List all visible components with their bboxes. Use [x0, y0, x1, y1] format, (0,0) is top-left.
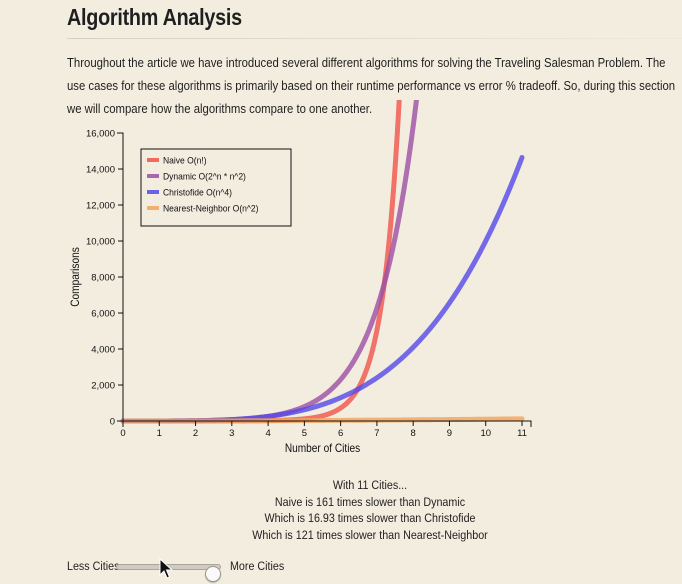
x-tick-label: 0	[120, 428, 125, 439]
y-tick-label: 8,000	[91, 273, 115, 284]
x-tick-label: 5	[302, 428, 307, 439]
x-tick-label: 8	[411, 428, 416, 439]
legend-swatch-0	[147, 158, 159, 162]
page-title: Algorithm Analysis	[67, 4, 242, 30]
legend-swatch-2	[147, 190, 159, 194]
x-tick-label: 10	[480, 428, 491, 439]
x-tick-label: 4	[265, 428, 270, 439]
x-tick-label: 1	[157, 428, 162, 439]
x-tick-label: 6	[338, 428, 343, 439]
y-tick-label: 4,000	[91, 345, 115, 356]
y-tick-label: 10,000	[86, 237, 115, 248]
x-tick-label: 11	[517, 428, 527, 439]
title-divider	[67, 38, 682, 39]
y-axis-title: Comparisons	[69, 247, 82, 307]
y-tick-label: 16,000	[86, 129, 115, 140]
mouse-pointer-icon	[159, 558, 173, 579]
summary-line-christofide: Which is 121 times slower than Nearest-N…	[252, 527, 488, 542]
cities-slider-row: Less Cities More Cities	[67, 557, 367, 582]
y-tick-label: 14,000	[86, 165, 115, 176]
more-cities-label: More Cities	[230, 559, 285, 573]
intro-paragraph: Throughout the article we have introduce…	[67, 55, 676, 116]
summary-line-dynamic: Which is 16.93 times slower than Christo…	[264, 511, 476, 525]
comparison-summary: With 11 Cities... Naive is 161 times slo…	[200, 477, 540, 543]
legend-label-3: Nearest-Neighbor O(n^2)	[163, 203, 258, 214]
legend-label-2: Christofide O(n^4)	[163, 187, 232, 198]
y-tick-label: 6,000	[91, 309, 115, 320]
legend-swatch-1	[147, 174, 159, 178]
x-tick-label: 9	[447, 428, 452, 439]
x-tick-label: 2	[193, 428, 198, 439]
legend-box	[140, 148, 292, 227]
y-tick-label: 0	[110, 417, 115, 428]
y-tick-label: 12,000	[86, 201, 115, 212]
summary-line-cities: With 11 Cities...	[332, 478, 408, 492]
legend-label-0: Naive O(n!)	[163, 155, 207, 166]
summary-line-naive: Naive is 161 times slower than Dynamic	[274, 494, 466, 509]
legend-swatch-3	[147, 206, 159, 210]
x-tick-label: 7	[374, 428, 379, 439]
x-tick-label: 3	[229, 428, 234, 439]
less-cities-label: Less Cities	[67, 559, 120, 573]
legend-label-1: Dynamic O(2^n * n^2)	[163, 171, 246, 182]
cities-slider-thumb[interactable]	[205, 566, 221, 582]
x-axis-title: Number of Cities	[285, 442, 361, 455]
y-tick-label: 2,000	[91, 381, 115, 392]
